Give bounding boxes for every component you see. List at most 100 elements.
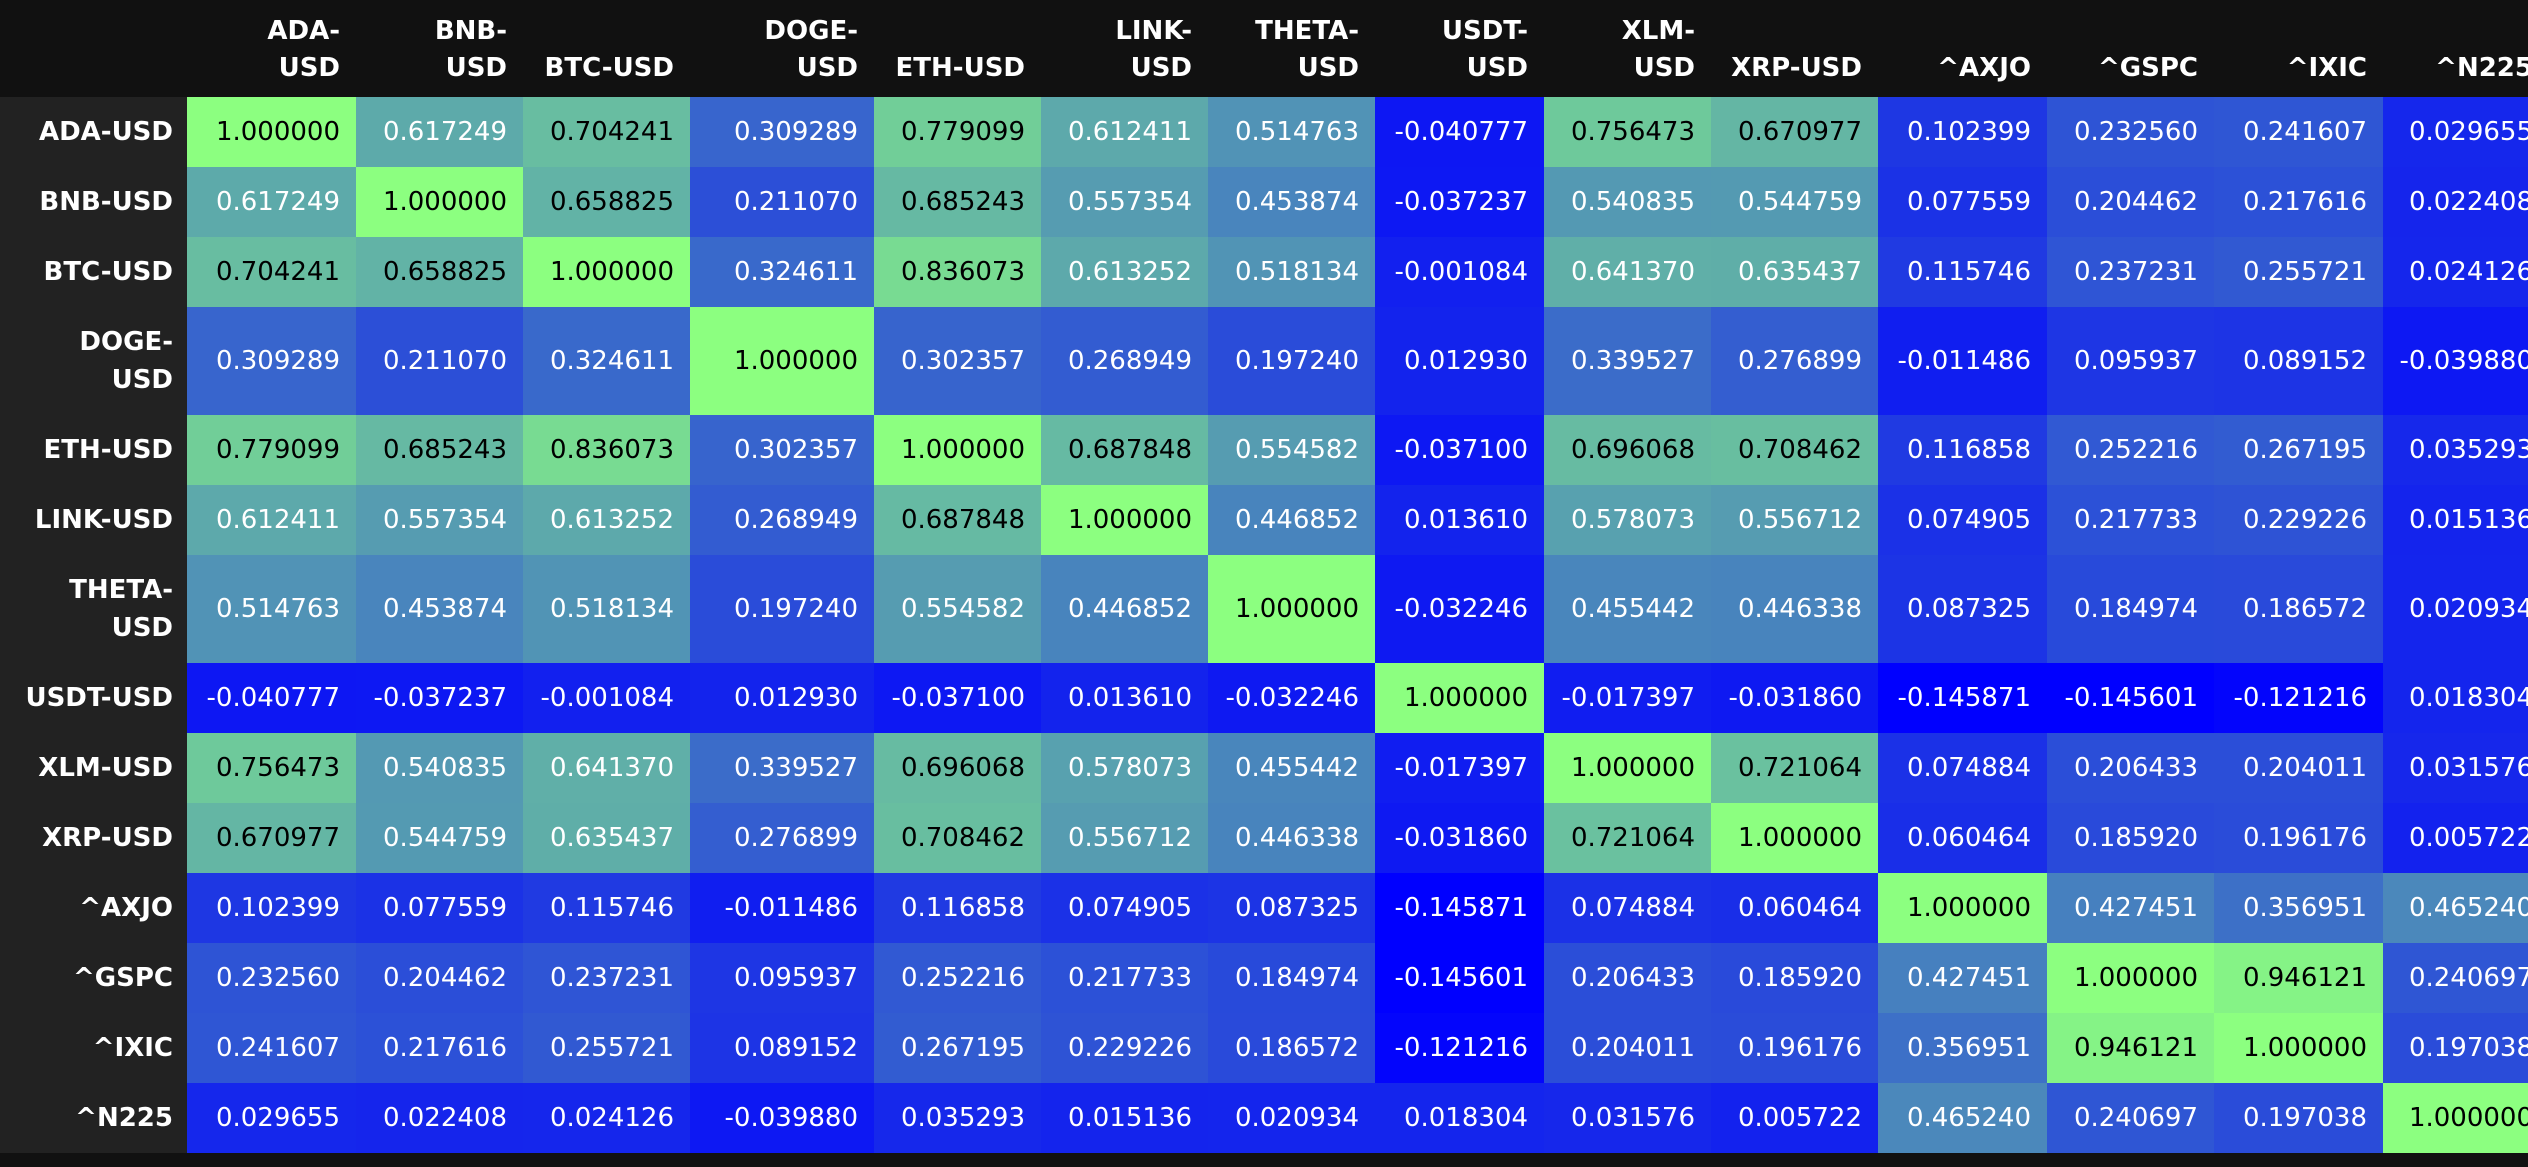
heatmap-cell: 0.204011: [1544, 1013, 1711, 1083]
column-header: BTC-USD: [523, 0, 690, 97]
column-header: ADA- USD: [187, 0, 356, 97]
heatmap-cell: -0.017397: [1544, 663, 1711, 733]
heatmap-cell: 0.074905: [1878, 485, 2047, 555]
heatmap-cell: 0.544759: [356, 803, 523, 873]
heatmap-cell: 0.074905: [1041, 873, 1208, 943]
heatmap-cell: 0.721064: [1711, 733, 1878, 803]
heatmap-cell: -0.017397: [1375, 733, 1544, 803]
heatmap-cell: 0.324611: [523, 307, 690, 415]
heatmap-cell: 0.696068: [874, 733, 1041, 803]
heatmap-row: ETH-USD 0.779099 0.685243 0.836073 0.302357 1…: [0, 415, 2528, 485]
heatmap-cell: 0.446852: [1041, 555, 1208, 663]
heatmap-cell: 0.756473: [1544, 97, 1711, 167]
heatmap-cell: 0.276899: [690, 803, 874, 873]
heatmap-cell: 0.012930: [1375, 307, 1544, 415]
heatmap-cell: 0.613252: [1041, 237, 1208, 307]
heatmap-cell: 0.255721: [523, 1013, 690, 1083]
heatmap-cell: 0.268949: [1041, 307, 1208, 415]
heatmap-cell: 0.946121: [2047, 1013, 2214, 1083]
heatmap-cell: 0.232560: [187, 943, 356, 1013]
heatmap-cell: 0.756473: [187, 733, 356, 803]
column-header: ^IXIC: [2214, 0, 2383, 97]
heatmap-cell: 0.427451: [2047, 873, 2214, 943]
heatmap-cell: 0.115746: [1878, 237, 2047, 307]
heatmap-row: BTC-USD 0.704241 0.658825 1.000000 0.324611 0…: [0, 237, 2528, 307]
heatmap-cell: -0.037237: [1375, 167, 1544, 237]
heatmap-cell: 0.022408: [356, 1083, 523, 1153]
column-header: USDT- USD: [1375, 0, 1544, 97]
row-label: DOGE- USD: [0, 307, 187, 415]
row-label: XRP-USD: [0, 803, 187, 873]
heatmap-cell: 0.095937: [690, 943, 874, 1013]
heatmap-cell: -0.011486: [1878, 307, 2047, 415]
heatmap-cell: 0.708462: [1711, 415, 1878, 485]
heatmap-cell: 0.670977: [187, 803, 356, 873]
column-header: ^GSPC: [2047, 0, 2214, 97]
heatmap-cell: 0.074884: [1544, 873, 1711, 943]
heatmap-cell: 0.217616: [2214, 167, 2383, 237]
heatmap-cell: 0.232560: [2047, 97, 2214, 167]
heatmap-cell: 0.196176: [2214, 803, 2383, 873]
heatmap-cell: 0.102399: [1878, 97, 2047, 167]
heatmap-cell: 1.000000: [1375, 663, 1544, 733]
heatmap-cell: 0.013610: [1041, 663, 1208, 733]
heatmap-cell: 0.612411: [187, 485, 356, 555]
heatmap-cell: 0.204462: [356, 943, 523, 1013]
heatmap-cell: 0.217733: [1041, 943, 1208, 1013]
heatmap-cell: 0.514763: [187, 555, 356, 663]
heatmap-cell: -0.121216: [2214, 663, 2383, 733]
row-label: ^IXIC: [0, 1013, 187, 1083]
heatmap-cell: 0.446852: [1208, 485, 1375, 555]
heatmap-cell: 0.658825: [356, 237, 523, 307]
heatmap-cell: -0.001084: [1375, 237, 1544, 307]
heatmap-cell: 0.544759: [1711, 167, 1878, 237]
heatmap-cell: 0.035293: [874, 1083, 1041, 1153]
heatmap-cell: 0.211070: [690, 167, 874, 237]
heatmap-body: ADA-USD 1.000000 0.617249 0.704241 0.309289 0…: [0, 97, 2528, 1153]
heatmap-cell: 1.000000: [2214, 1013, 2383, 1083]
column-header: BNB- USD: [356, 0, 523, 97]
column-header: DOGE- USD: [690, 0, 874, 97]
heatmap-cell: 0.514763: [1208, 97, 1375, 167]
heatmap-cell: 0.204462: [2047, 167, 2214, 237]
heatmap-cell: 0.089152: [2214, 307, 2383, 415]
heatmap-cell: 0.237231: [2047, 237, 2214, 307]
heatmap-cell: 0.557354: [1041, 167, 1208, 237]
heatmap-cell: 0.211070: [356, 307, 523, 415]
heatmap-cell: 0.077559: [356, 873, 523, 943]
heatmap-cell: 0.018304: [1375, 1083, 1544, 1153]
heatmap-cell: 0.060464: [1878, 803, 2047, 873]
row-label: ^N225: [0, 1083, 187, 1153]
column-header: ^N225: [2383, 0, 2528, 97]
row-label: ADA-USD: [0, 97, 187, 167]
heatmap-cell: 0.035293: [2383, 415, 2528, 485]
heatmap-cell: 0.339527: [690, 733, 874, 803]
heatmap-row: DOGE- USD 0.309289 0.211070 0.324611 1.000000…: [0, 307, 2528, 415]
heatmap-cell: 1.000000: [1544, 733, 1711, 803]
heatmap-cell: 0.641370: [523, 733, 690, 803]
heatmap-cell: -0.001084: [523, 663, 690, 733]
column-header-row: ADA- USD BNB- USD BTC-USD DOGE- USD ETH-USD LINK…: [0, 0, 2528, 97]
heatmap-cell: 0.029655: [187, 1083, 356, 1153]
heatmap-cell: -0.145871: [1878, 663, 2047, 733]
heatmap-cell: 0.557354: [356, 485, 523, 555]
heatmap-row: LINK-USD 0.612411 0.557354 0.613252 0.268949…: [0, 485, 2528, 555]
heatmap-cell: 1.000000: [1878, 873, 2047, 943]
heatmap-cell: 0.635437: [1711, 237, 1878, 307]
heatmap-cell: 0.578073: [1041, 733, 1208, 803]
heatmap-cell: -0.145601: [1375, 943, 1544, 1013]
heatmap-cell: 0.455442: [1208, 733, 1375, 803]
heatmap-cell: 0.704241: [523, 97, 690, 167]
heatmap-cell: 1.000000: [2047, 943, 2214, 1013]
heatmap-cell: 1.000000: [523, 237, 690, 307]
heatmap-cell: 0.670977: [1711, 97, 1878, 167]
heatmap-cell: 0.779099: [187, 415, 356, 485]
heatmap-cell: 1.000000: [2383, 1083, 2528, 1153]
heatmap-cell: 0.255721: [2214, 237, 2383, 307]
heatmap-cell: 0.704241: [187, 237, 356, 307]
heatmap-cell: 0.309289: [690, 97, 874, 167]
heatmap-cell: 0.252216: [2047, 415, 2214, 485]
heatmap-cell: 0.339527: [1544, 307, 1711, 415]
row-label: BTC-USD: [0, 237, 187, 307]
